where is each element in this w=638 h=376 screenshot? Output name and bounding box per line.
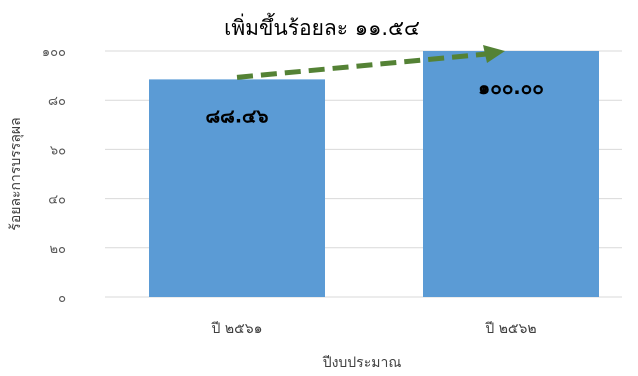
data-label: ๑๐๐.๐๐ (478, 77, 544, 99)
trend-arrow (236, 45, 505, 80)
trend-arrow-line (236, 51, 488, 80)
y-tick-label: ๐ (58, 291, 66, 306)
y-axis-title: ร้อยละการบรรลุผล (8, 117, 24, 230)
y-tick-label: ๘๐ (48, 94, 66, 109)
y-tick-label: ๒๐ (49, 242, 66, 257)
y-tick-label: ๔๐ (48, 193, 66, 208)
y-tick-label: ๑๐๐ (42, 45, 66, 60)
bars (149, 51, 599, 297)
x-axis-categories: ปี ๒๕๖๑ ปี ๒๕๖๒ (211, 321, 537, 337)
bar (149, 79, 325, 297)
y-tick-label: ๖๐ (50, 143, 66, 158)
trend-arrow-head (483, 45, 505, 63)
x-category-label: ปี ๒๕๖๒ (485, 321, 537, 337)
y-axis-ticks: ๐ ๒๐ ๔๐ ๖๐ ๘๐ ๑๐๐ (42, 45, 66, 306)
data-labels: ๘๘.๔๖ ๑๐๐.๐๐ (206, 77, 544, 127)
data-label: ๘๘.๔๖ (206, 105, 269, 127)
bar (423, 51, 599, 297)
chart-title: เพิ่มขึ้นร้อยละ ๑๑.๕๔ (224, 13, 420, 40)
x-axis-title: ปีงบประมาณ (322, 355, 401, 371)
x-category-label: ปี ๒๕๖๑ (211, 321, 262, 337)
